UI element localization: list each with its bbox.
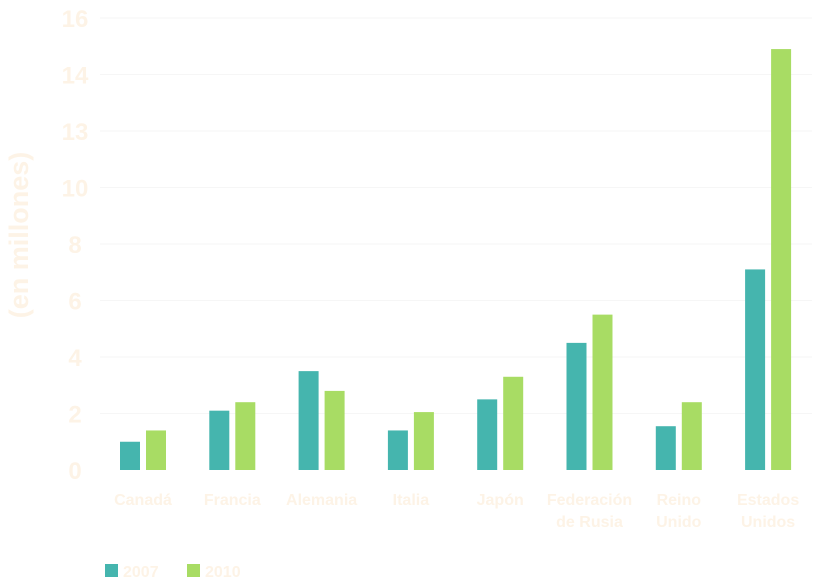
- x-category-label-line2: Unido: [656, 514, 702, 531]
- x-category-labels: Canadá Francia Alemania Italia Japón Federaci…: [114, 492, 799, 531]
- y-tick-label: 10: [62, 176, 89, 203]
- x-category-label: Canadá: [114, 492, 172, 509]
- legend-label-2007: 2007: [123, 564, 159, 581]
- bar-2010: [413, 412, 434, 470]
- y-axis-label: (en millones): [4, 152, 34, 319]
- gridlines: [100, 17, 812, 414]
- bar-2007: [477, 399, 498, 470]
- legend: 2007 2010: [105, 564, 241, 581]
- y-tick-label: 16: [62, 6, 89, 33]
- bar-2007: [120, 441, 140, 470]
- bar-2007: [566, 342, 587, 470]
- y-tick-labels: 0 2 4 6 8 10 13 14 16: [62, 6, 89, 485]
- bar-2007: [655, 426, 676, 470]
- bar-2010: [681, 402, 702, 470]
- bar-2007: [298, 371, 319, 470]
- y-tick-label: 0: [68, 458, 81, 485]
- bar-2010: [324, 390, 345, 470]
- y-tick-label: 14: [62, 63, 89, 90]
- y-tick-label: 6: [68, 289, 81, 316]
- x-category-label: Estados: [737, 492, 799, 509]
- y-tick-label: 8: [68, 232, 81, 259]
- bar-2007: [745, 269, 766, 470]
- legend-swatch-2007: [105, 564, 118, 577]
- bar-2007: [387, 430, 408, 470]
- bar-2010: [771, 49, 792, 470]
- x-category-label: Reino: [657, 492, 702, 509]
- x-category-label: Federación: [547, 492, 632, 509]
- bar-2010: [146, 430, 166, 470]
- x-category-label-line2: de Rusia: [556, 514, 623, 531]
- y-tick-label: 13: [62, 119, 89, 146]
- y-tick-label: 4: [68, 345, 82, 372]
- bar-2010: [592, 314, 613, 470]
- bar-2010: [503, 376, 524, 470]
- x-category-label-line2: Unidos: [741, 514, 795, 531]
- bar-2007: [209, 410, 230, 470]
- legend-swatch-2010: [187, 564, 200, 577]
- x-category-label: Italia: [393, 492, 430, 509]
- x-category-label: Japón: [477, 492, 524, 509]
- bars: [120, 49, 792, 470]
- bar-2010: [235, 402, 256, 470]
- x-category-label: Francia: [204, 492, 261, 509]
- legend-label-2010: 2010: [205, 564, 241, 581]
- x-category-label: Alemania: [286, 492, 357, 509]
- y-tick-label: 2: [68, 402, 81, 429]
